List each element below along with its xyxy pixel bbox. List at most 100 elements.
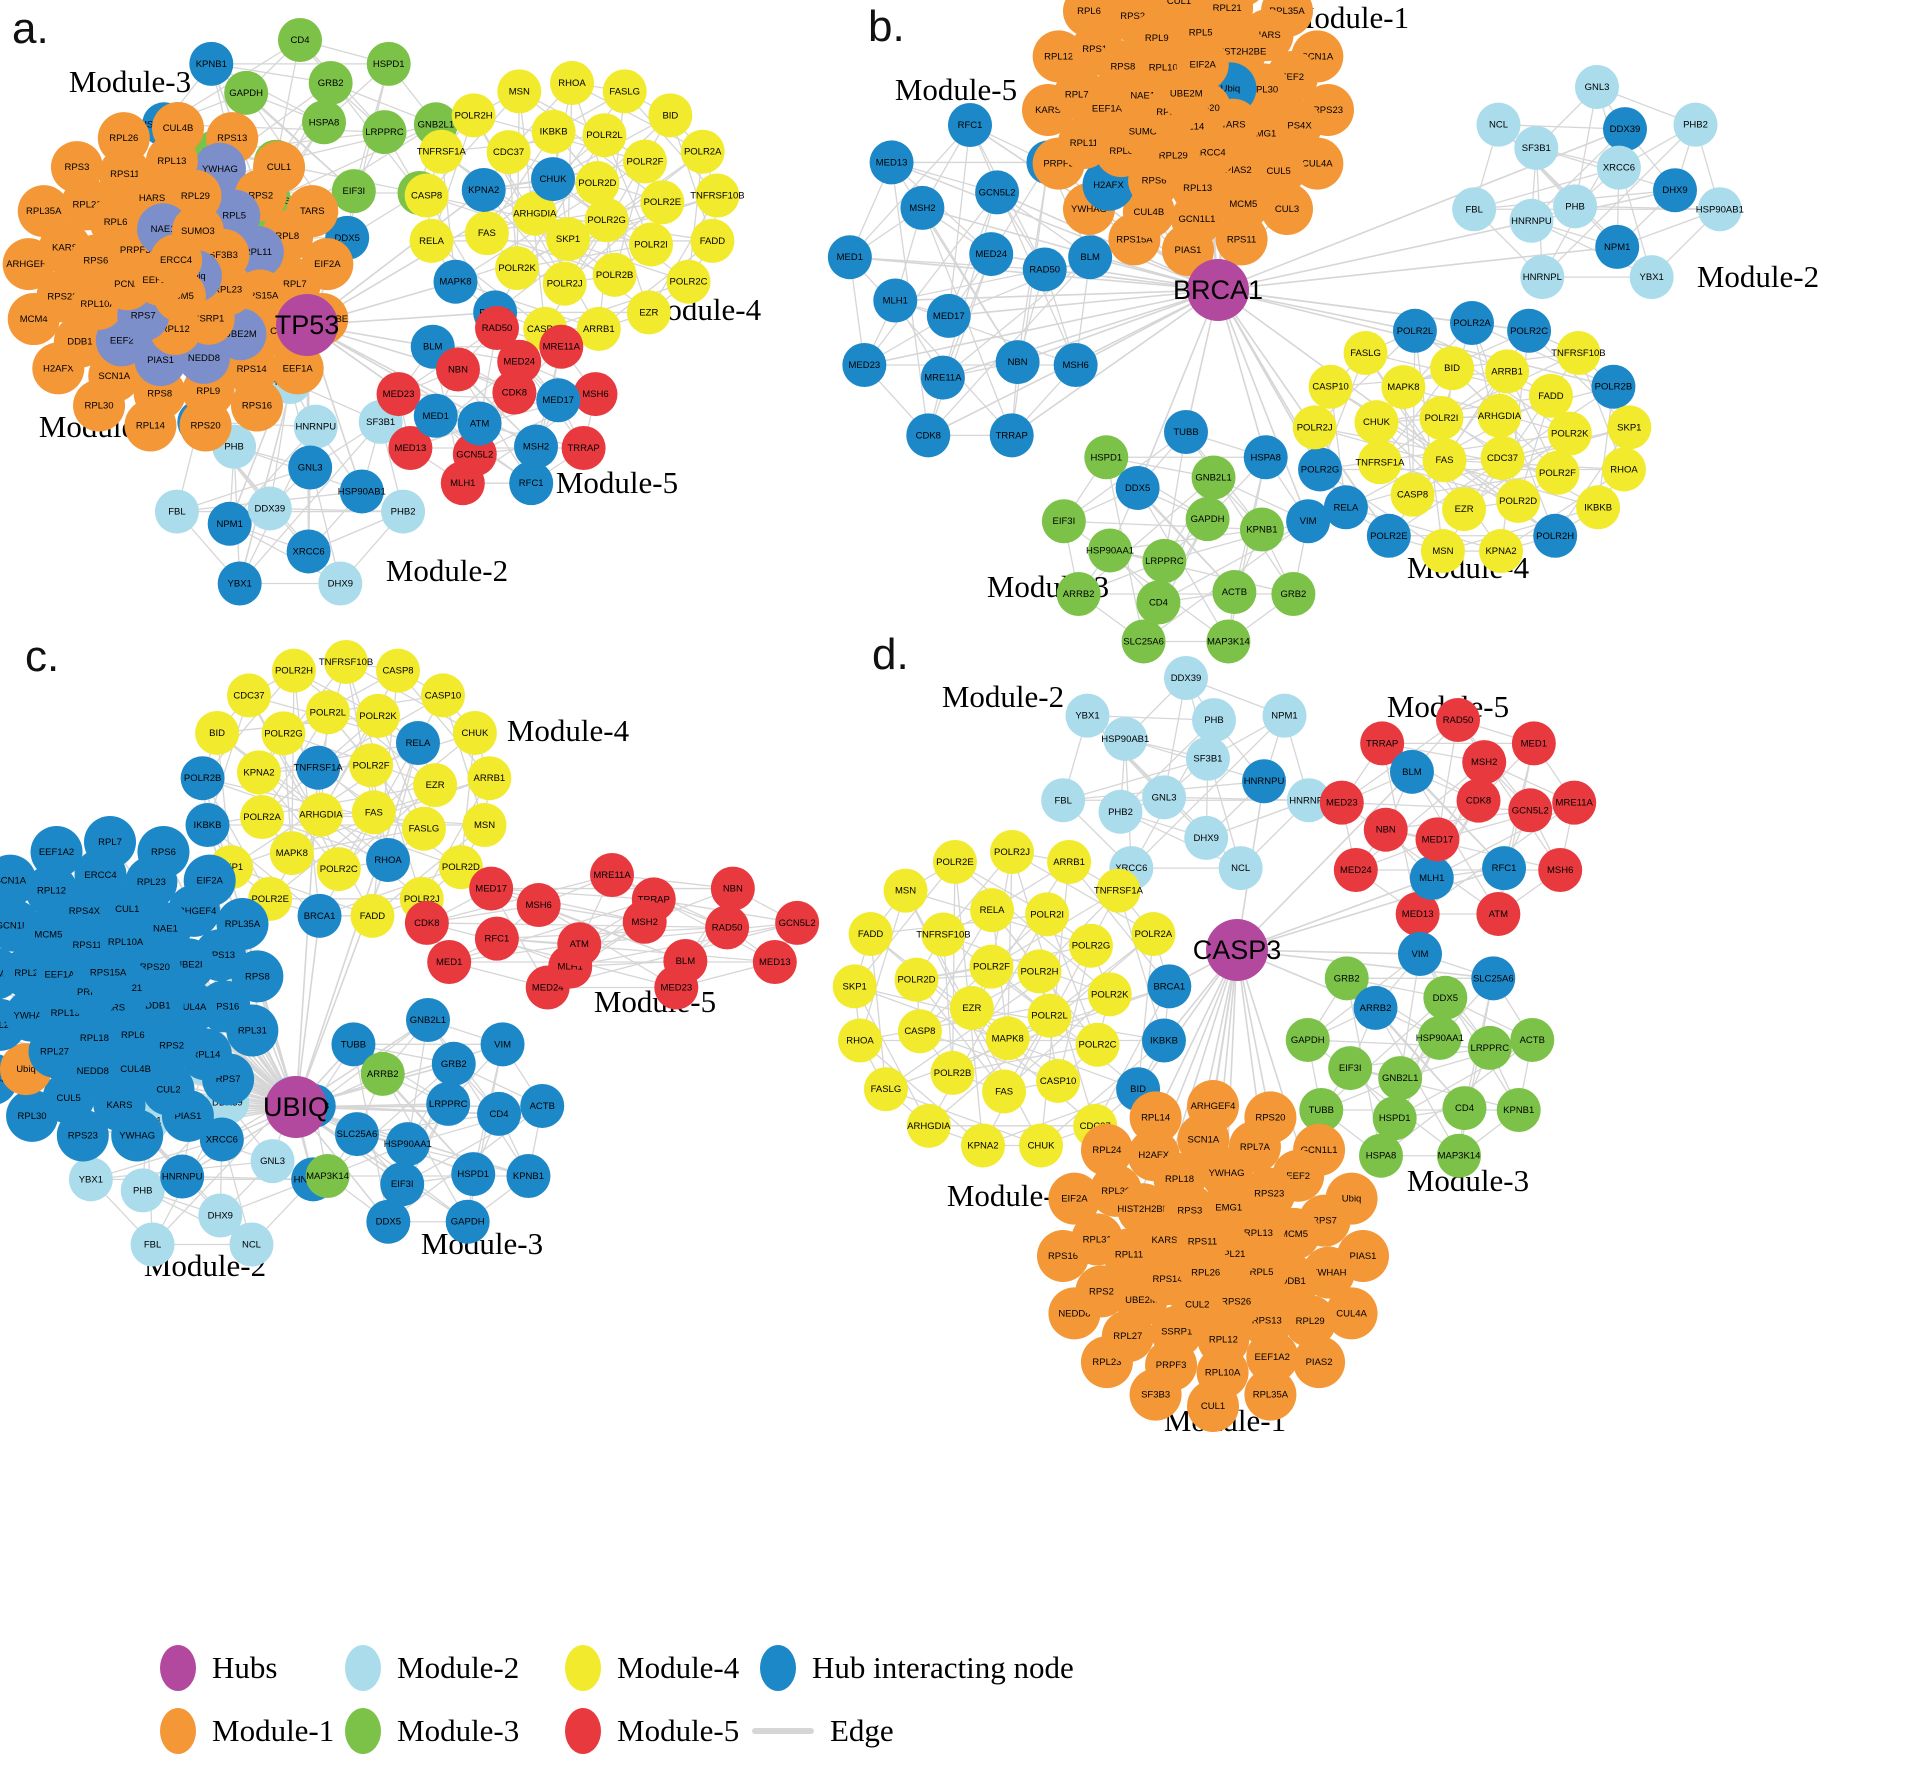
node-msn[interactable]: MSN: [1420, 529, 1465, 574]
node-rhoa[interactable]: RHOA: [1601, 447, 1646, 492]
node-cdk8[interactable]: CDK8: [404, 900, 449, 945]
node-rps2[interactable]: RPS2: [1075, 1265, 1128, 1318]
node-gcn5l2[interactable]: GCN5L2: [775, 900, 820, 945]
node-rela[interactable]: RELA: [395, 721, 440, 766]
node-ikbkb[interactable]: IKBKB: [531, 109, 576, 154]
node-rela[interactable]: RELA: [970, 888, 1015, 933]
node-tnfrsf10b[interactable]: TNFRSF10B: [916, 912, 971, 957]
node-hsp90ab1[interactable]: HSP90AB1: [338, 469, 386, 514]
node-kpna2[interactable]: KPNA2: [960, 1123, 1005, 1168]
node-map3k14[interactable]: MAP3K14: [305, 1154, 350, 1198]
node-cdk8[interactable]: CDK8: [492, 370, 537, 415]
node-ube2m[interactable]: UBE2M: [1160, 67, 1213, 120]
node-ncl[interactable]: NCL: [1476, 102, 1521, 147]
node-polr2a[interactable]: POLR2A: [240, 795, 285, 840]
node-msh2[interactable]: MSH2: [622, 899, 667, 944]
node-med13[interactable]: MED13: [1395, 891, 1440, 936]
node-med24[interactable]: MED24: [1333, 848, 1378, 892]
node-polr2f[interactable]: POLR2F: [1535, 450, 1580, 495]
node-xrcc6[interactable]: XRCC6: [199, 1117, 244, 1162]
node-hnrnpu[interactable]: HNRNPU: [1509, 198, 1554, 243]
node-npm1[interactable]: NPM1: [1595, 224, 1640, 269]
node-polr2k[interactable]: POLR2K: [1087, 972, 1132, 1017]
hub-brca1[interactable]: BRCA1: [1173, 259, 1263, 321]
node-cdc37[interactable]: CDC37: [1480, 436, 1525, 481]
node-med23[interactable]: MED23: [842, 343, 887, 387]
node-tnfrsf1a[interactable]: TNFRSF1A: [294, 745, 344, 790]
node-ybx1[interactable]: YBX1: [217, 561, 262, 606]
node-gnb2l1[interactable]: GNB2L1: [1378, 1056, 1423, 1101]
node-faslg[interactable]: FASLG: [1343, 331, 1388, 376]
node-med23[interactable]: MED23: [1319, 780, 1364, 825]
node-arrb1[interactable]: ARRB1: [1485, 349, 1530, 394]
node-polr2f[interactable]: POLR2F: [622, 139, 667, 184]
node-gnl3[interactable]: GNL3: [250, 1139, 295, 1184]
node-polr2i[interactable]: POLR2I: [1419, 395, 1464, 440]
node-map3k14[interactable]: MAP3K14: [1436, 1133, 1481, 1178]
node-blm[interactable]: BLM: [663, 938, 708, 983]
node-casp10[interactable]: CASP10: [421, 673, 466, 718]
node-phb2[interactable]: PHB2: [381, 489, 426, 534]
node-mre11a[interactable]: MRE11A: [590, 853, 634, 897]
node-cdc37[interactable]: CDC37: [486, 130, 531, 175]
node-polr2e[interactable]: POLR2E: [932, 839, 977, 884]
node-faslg[interactable]: FASLG: [401, 806, 446, 851]
node-polr2k[interactable]: POLR2K: [1547, 411, 1592, 456]
node-kpna2[interactable]: KPNA2: [461, 167, 506, 212]
node-grb2[interactable]: GRB2: [431, 1041, 476, 1086]
node-kpnb1[interactable]: KPNB1: [1496, 1088, 1541, 1132]
node-msh2[interactable]: MSH2: [1462, 740, 1507, 785]
node-rhoa[interactable]: RHOA: [550, 61, 594, 105]
node-rela[interactable]: RELA: [409, 218, 454, 263]
node-msn[interactable]: MSN: [883, 868, 928, 913]
node-gnl3[interactable]: GNL3: [288, 445, 333, 490]
node-eif3i[interactable]: EIF3I: [380, 1162, 425, 1207]
node-polr2a[interactable]: POLR2A: [1131, 912, 1176, 957]
node-rpl35a[interactable]: RPL35A: [1244, 1368, 1297, 1421]
node-slc25a6[interactable]: SLC25A6: [334, 1112, 379, 1157]
hub-tp53[interactable]: TP53: [275, 294, 340, 356]
node-mapk8[interactable]: MAPK8: [269, 831, 314, 876]
node-vim[interactable]: VIM: [1286, 499, 1331, 544]
node-phb[interactable]: PHB: [1191, 698, 1236, 743]
node-polr2f[interactable]: POLR2F: [349, 743, 394, 788]
node-gnl3[interactable]: GNL3: [1575, 65, 1619, 109]
node-phb2[interactable]: PHB2: [1673, 102, 1718, 147]
node-brca1[interactable]: BRCA1: [297, 893, 342, 938]
node-rad50[interactable]: RAD50: [1436, 698, 1480, 742]
node-npm1[interactable]: NPM1: [1262, 693, 1307, 738]
node-nbn[interactable]: NBN: [1363, 807, 1408, 852]
node-sf3b1[interactable]: SF3B1: [1185, 736, 1230, 781]
node-hsp90ab1[interactable]: HSP90AB1: [1101, 716, 1149, 761]
node-hsp90ab1[interactable]: HSP90AB1: [1696, 187, 1744, 232]
node-fadd[interactable]: FADD: [690, 218, 735, 263]
node-rhoa[interactable]: RHOA: [838, 1018, 883, 1063]
node-eif3i[interactable]: EIF3I: [1041, 499, 1086, 544]
node-fadd[interactable]: FADD: [350, 893, 395, 938]
node-ikbkb[interactable]: IKBKB: [1576, 485, 1621, 530]
node-faslg[interactable]: FASLG: [602, 69, 647, 114]
node-tubb[interactable]: TUBB: [1299, 1088, 1344, 1132]
node-ddx5[interactable]: DDX5: [1115, 465, 1160, 510]
node-polr2h[interactable]: POLR2H: [1017, 949, 1062, 994]
node-fadd[interactable]: FADD: [1528, 373, 1573, 418]
node-blm[interactable]: BLM: [1068, 235, 1113, 280]
node-vim[interactable]: VIM: [1398, 932, 1442, 976]
node-gapdh[interactable]: GAPDH: [224, 70, 269, 115]
node-polr2l[interactable]: POLR2L: [1392, 308, 1437, 353]
node-ybx1[interactable]: YBX1: [1065, 693, 1110, 738]
node-tubb[interactable]: TUBB: [1164, 410, 1208, 454]
node-ezr[interactable]: EZR: [626, 290, 671, 335]
node-arrb1[interactable]: ARRB1: [576, 306, 621, 351]
node-polr2j[interactable]: POLR2J: [990, 830, 1034, 874]
node-med13[interactable]: MED13: [869, 140, 914, 185]
node-sf3b1[interactable]: SF3B1: [1514, 125, 1559, 170]
node-mre11a[interactable]: MRE11A: [539, 324, 584, 369]
node-gapdh[interactable]: GAPDH: [1285, 1017, 1330, 1062]
node-polr2e[interactable]: POLR2E: [1366, 513, 1411, 558]
node-arrb1[interactable]: ARRB1: [467, 756, 512, 801]
node-arhgdia[interactable]: ARHGDIA: [512, 191, 557, 236]
node-chuk[interactable]: CHUK: [452, 710, 497, 755]
node-tnfrsf10b[interactable]: TNFRSF10B: [319, 640, 373, 684]
node-ddx39[interactable]: DDX39: [247, 486, 292, 531]
